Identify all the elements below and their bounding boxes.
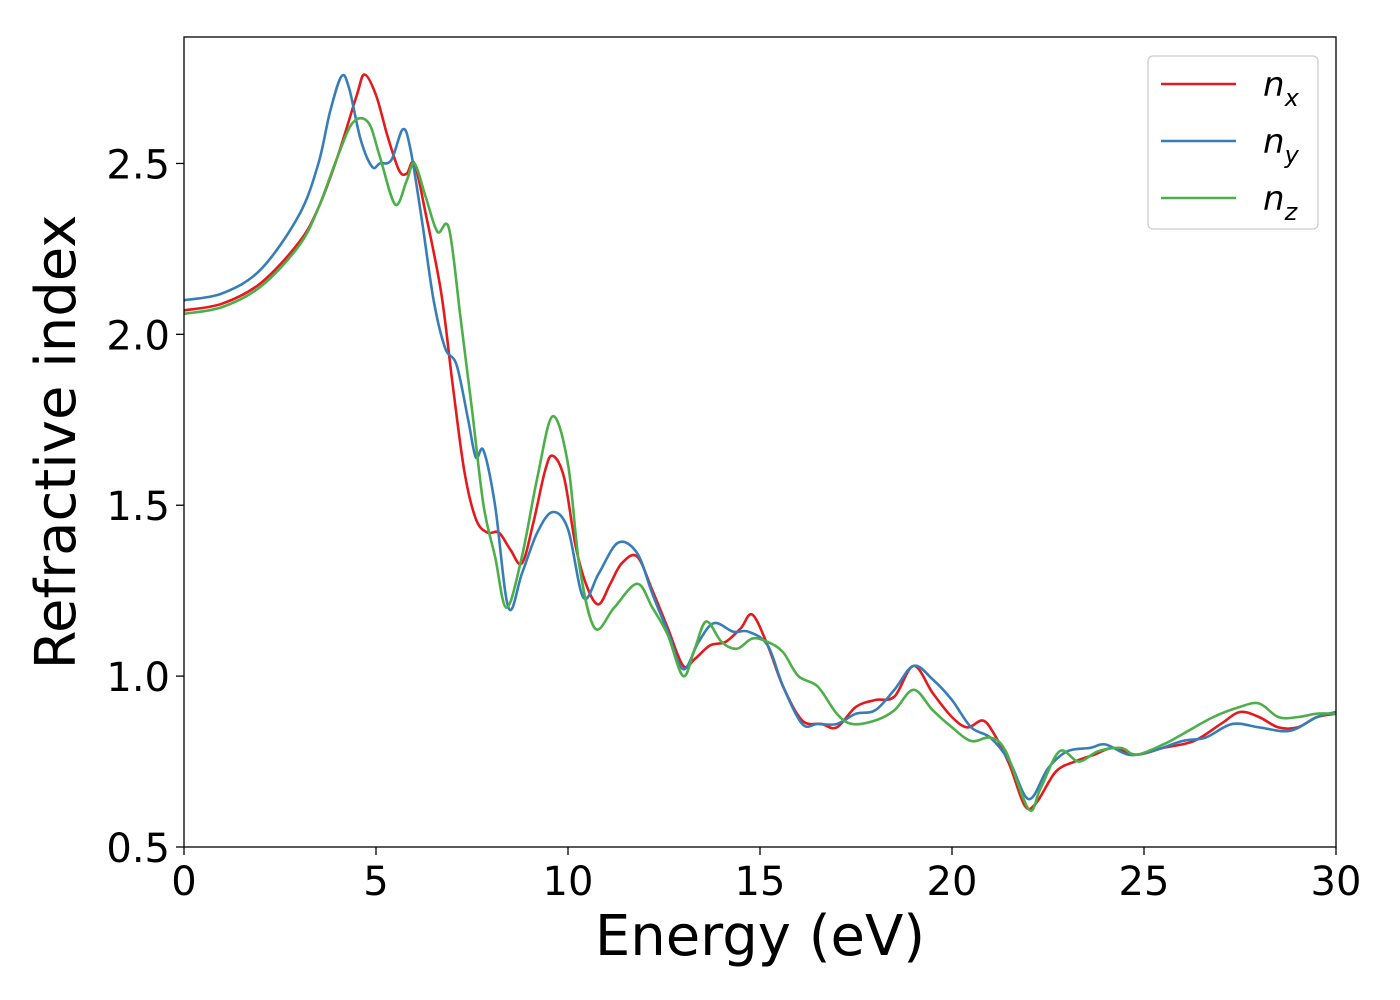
x-tick-label: 20 bbox=[927, 859, 978, 905]
x-tick-label: 5 bbox=[363, 859, 388, 905]
series-line-nz bbox=[184, 116, 1336, 813]
y-tick-label: 2.5 bbox=[106, 142, 170, 188]
x-tick-label: 0 bbox=[171, 859, 196, 905]
y-axis-label: Refractive index bbox=[24, 215, 89, 670]
series-layer bbox=[184, 73, 1336, 813]
legend-label-ny: ny bbox=[1263, 122, 1300, 169]
x-tick-label: 30 bbox=[1311, 859, 1362, 905]
x-axis-label: Energy (eV) bbox=[595, 904, 925, 969]
legend-label-nz: nz bbox=[1263, 179, 1299, 226]
legend: nx ny nz bbox=[1147, 55, 1319, 230]
x-axis: 0 5 10 15 20 25 30 bbox=[171, 847, 1361, 905]
legend-frame bbox=[1147, 55, 1319, 230]
x-tick-label: 15 bbox=[735, 859, 786, 905]
y-tick-label: 2.0 bbox=[106, 313, 170, 359]
x-tick-label: 10 bbox=[543, 859, 594, 905]
y-tick-label: 0.5 bbox=[106, 826, 170, 872]
legend-label-nx: nx bbox=[1263, 65, 1300, 112]
x-tick-label: 25 bbox=[1119, 859, 1170, 905]
y-tick-label: 1.0 bbox=[106, 655, 170, 701]
y-axis: 0.5 1.0 1.5 2.0 2.5 bbox=[106, 142, 184, 872]
y-tick-label: 1.5 bbox=[106, 484, 170, 530]
